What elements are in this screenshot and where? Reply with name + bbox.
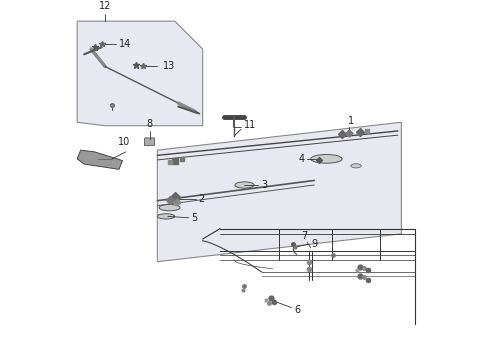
Polygon shape: [157, 122, 401, 262]
Text: 1: 1: [347, 116, 353, 126]
FancyBboxPatch shape: [144, 138, 154, 145]
Text: 10: 10: [118, 138, 130, 147]
Ellipse shape: [310, 154, 342, 163]
Text: 7: 7: [301, 231, 307, 241]
Text: 11: 11: [244, 120, 256, 130]
Text: 8: 8: [146, 119, 152, 129]
Text: 12: 12: [99, 1, 111, 11]
Text: 9: 9: [311, 239, 317, 249]
Text: 5: 5: [191, 213, 197, 224]
Text: 13: 13: [162, 62, 175, 72]
Ellipse shape: [234, 182, 254, 188]
Text: 14: 14: [119, 39, 131, 49]
Polygon shape: [77, 21, 202, 126]
Text: 4: 4: [298, 154, 304, 164]
Text: 2: 2: [198, 194, 204, 204]
Polygon shape: [77, 150, 122, 169]
Ellipse shape: [159, 204, 180, 211]
Text: 3: 3: [261, 180, 267, 190]
Ellipse shape: [350, 164, 361, 168]
Text: 6: 6: [293, 305, 300, 315]
Ellipse shape: [157, 214, 174, 219]
